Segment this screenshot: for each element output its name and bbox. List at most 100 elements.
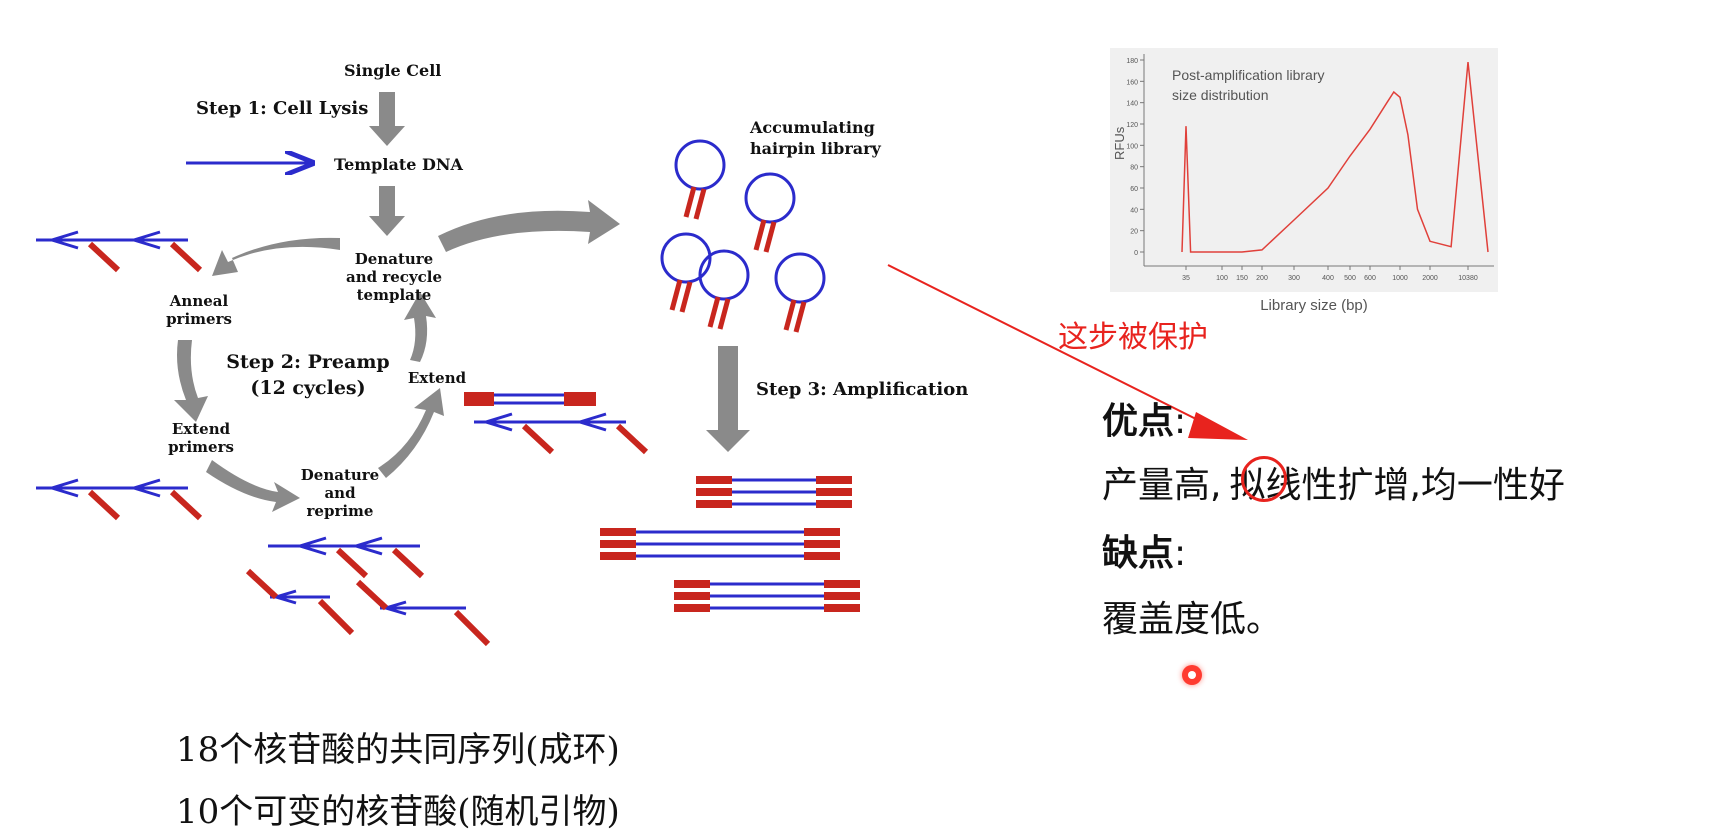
label-denature-reprime-3: reprime (307, 502, 374, 520)
hairpin-stem (717, 298, 731, 330)
strand-arrowhead (574, 412, 607, 432)
pros-text-1: 产量高, (1102, 465, 1222, 506)
primer-tail (169, 489, 203, 521)
x-tick-label: 600 (1364, 275, 1376, 282)
y-tick-label: 80 (1130, 165, 1138, 172)
strand-arrowhead (46, 478, 79, 498)
amplified-library (600, 476, 860, 612)
strand-arrowhead (46, 230, 79, 250)
to-hairpin-arrow (438, 200, 620, 252)
primer-tail (615, 423, 649, 455)
y-tick-label: 140 (1126, 101, 1138, 108)
label-extend: Extend (408, 369, 467, 387)
amplicon-primer (824, 592, 860, 600)
label-denature-recycle-1: Denature (355, 250, 433, 268)
amplicon-primer (804, 528, 840, 536)
cycle-arrows (174, 237, 444, 512)
label-step1: Step 1: Cell Lysis (196, 98, 368, 119)
label-template-dna: Template DNA (334, 155, 463, 174)
amplicon-primer (674, 580, 710, 588)
amplicon-primer (674, 604, 710, 612)
hairpin-library (660, 139, 826, 333)
amplicon-primer (600, 540, 636, 548)
hairpin-loop (660, 232, 712, 284)
hairpin-loop (774, 252, 826, 304)
cons-heading: 缺点: (1102, 524, 1186, 576)
x-tick-label: 100 (1216, 275, 1228, 282)
hairpin-stem (669, 279, 683, 311)
y-tick-label: 160 (1126, 79, 1138, 86)
strand-arrowhead (128, 230, 161, 250)
amplicon-primer (816, 488, 852, 496)
amplicon-primer (600, 528, 636, 536)
highlight-circle (1241, 456, 1287, 502)
label-denature-reprime-2: and (324, 484, 356, 502)
amplicon-primer (824, 604, 860, 612)
y-tick-label: 180 (1126, 58, 1138, 65)
primer-tail (355, 579, 389, 611)
amplicon-primer (804, 540, 840, 548)
note-line-1: 18个核苷酸的共同序列(成环) (176, 730, 620, 770)
primer-block (464, 392, 494, 406)
strand-arrowhead (128, 478, 161, 498)
cons-text: 覆盖度低。 (1102, 599, 1283, 640)
amplicon-primer (696, 488, 732, 496)
x-tick-label: 200 (1256, 275, 1268, 282)
y-ticks: 0 20 40 60 80 100 120 140 160 180 (1126, 58, 1144, 257)
pros-colon: : (1174, 401, 1187, 442)
primer-tail (391, 547, 425, 579)
cons-colon: : (1174, 533, 1187, 574)
chart-xlabel: Library size (bp) (1260, 297, 1368, 314)
pros-text-3: 线性扩增,均一性好 (1265, 465, 1565, 506)
x-tick-label: 150 (1236, 275, 1248, 282)
primer-tail (87, 241, 121, 273)
x-tick-label: 400 (1322, 275, 1334, 282)
amplicon-primer (804, 552, 840, 560)
chart-background (1110, 48, 1498, 292)
label-accumulating-2: hairpin library (750, 139, 882, 158)
y-tick-label: 60 (1130, 186, 1138, 193)
hairpin-stem (683, 186, 697, 218)
label-extend-primers-2: primers (168, 438, 234, 456)
pros-label: 优点 (1102, 401, 1175, 442)
pros-heading: 优点: (1102, 392, 1186, 444)
x-tick-label: 10380 (1458, 275, 1478, 282)
primer-constructs (36, 230, 649, 647)
label-step2-2: (12 cycles) (250, 377, 365, 399)
cons-label: 缺点 (1102, 533, 1175, 574)
hairpin-stem (793, 301, 807, 333)
hairpin-stem (783, 299, 797, 331)
label-single-cell: Single Cell (344, 61, 441, 80)
note-line-2: 10个可变的核苷酸(随机引物) (176, 792, 620, 832)
hairpin-loop (674, 139, 726, 191)
label-anneal-2: primers (166, 310, 232, 328)
diagram-labels: Single Cell Step 1: Cell Lysis Template … (166, 61, 968, 520)
amplicon-primer (600, 552, 636, 560)
red-arrow (887, 264, 1248, 440)
pros-text: 产量高, 拟线性扩增,均一性好 (1102, 456, 1565, 508)
strand-arrowhead (294, 536, 327, 556)
chart-annotation-1: Post-amplification library (1172, 67, 1325, 83)
chart-ylabel: RFUs (1112, 126, 1127, 160)
y-tick-label: 100 (1126, 143, 1138, 150)
label-anneal-1: Anneal (169, 292, 229, 310)
hairpin-loop (744, 172, 796, 224)
strand-arrowhead (350, 536, 383, 556)
hairpin-stem (763, 221, 777, 253)
step3-arrow (706, 346, 750, 452)
label-denature-reprime-1: Denature (301, 466, 379, 484)
y-tick-label: 40 (1130, 207, 1138, 214)
step1-arrows (369, 92, 405, 236)
amplicon-primer (674, 592, 710, 600)
x-tick-label: 300 (1288, 275, 1300, 282)
inset-chart: 0 20 40 60 80 100 120 140 160 180 35 100 150 200 300 4… (1110, 48, 1498, 314)
label-denature-recycle-3: template (357, 286, 432, 304)
amplicon-primer (816, 476, 852, 484)
primer-tail (453, 609, 491, 647)
primer-block (564, 392, 596, 406)
primer-tail (169, 241, 203, 273)
size-distribution-line (1181, 62, 1489, 253)
x-tick-label: 2000 (1422, 275, 1438, 282)
strand-arrowhead (480, 412, 513, 432)
